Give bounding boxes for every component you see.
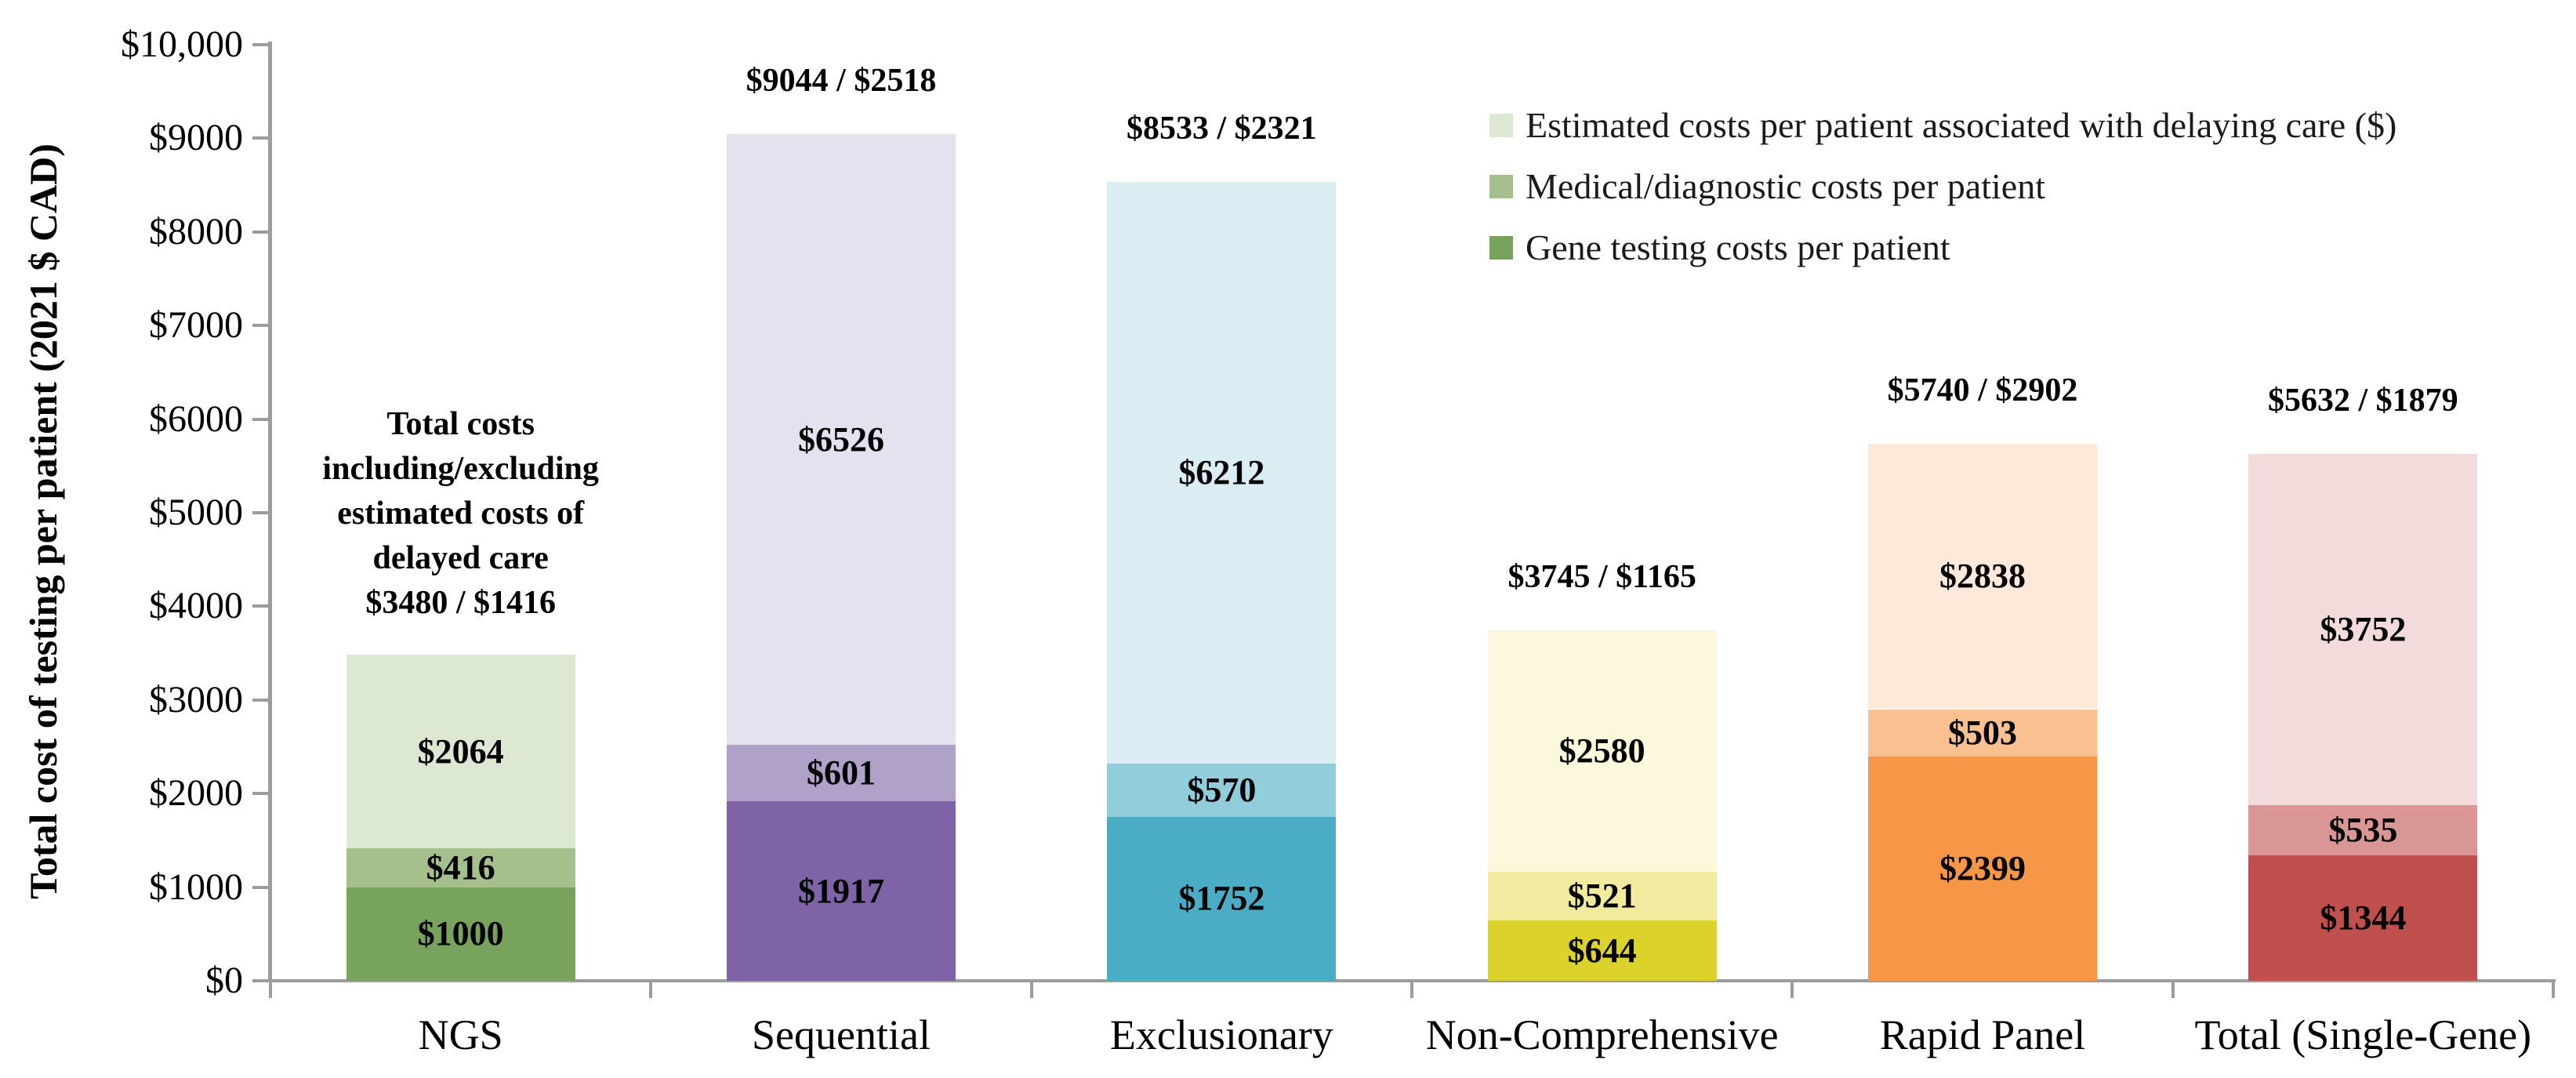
bar-segment [1487,920,1717,981]
x-axis-line [252,979,2556,982]
legend: Estimated costs per patient associated w… [1489,102,2396,285]
y-tick-label: $8000 [149,210,243,252]
bar-segment [2248,453,2478,805]
bar-segment [1868,709,2097,757]
x-axis-tick [1410,981,1413,998]
segment-label: $2064 [417,731,504,771]
segment-label: $503 [1948,713,2017,752]
legend-swatch-medical-diagnostic [1489,175,1513,198]
segment-label: $6212 [1178,452,1265,492]
y-axis-tick [252,885,270,889]
y-tick-label: $4000 [149,585,243,627]
y-tick-label: $3000 [149,678,243,720]
segment-label: $2580 [1558,731,1645,770]
y-tick-label: $1000 [149,866,243,908]
bar-segment [727,745,956,802]
y-axis-tick [252,604,270,608]
x-axis-tick [269,981,272,998]
category-label: Total (Single-Gene) [2194,1011,2532,1058]
y-axis-tick [252,230,270,234]
segment-label: $416 [426,848,495,887]
legend-swatch-delaying-care [1489,114,1513,137]
category-label: Non-Comprehensive [1425,1011,1779,1058]
legend-item: Gene testing costs per patient [1489,224,2396,271]
ngs-annotation-line: delayed care [372,540,549,576]
ngs-annotation-line: including/excluding [322,451,599,487]
legend-item: Estimated costs per patient associated w… [1489,102,2396,149]
y-tick-label: $10,000 [121,24,243,65]
y-axis-line [268,42,272,982]
y-tick-label: $0 [205,960,243,1001]
y-axis-tick [252,417,270,421]
legend-label: Estimated costs per patient associated w… [1526,105,2397,145]
segment-label: $1917 [798,871,884,910]
segment-label: $535 [2328,810,2398,849]
segment-label: $1752 [1178,879,1265,918]
segment-label: $1344 [2320,898,2407,937]
segment-label: $521 [1567,877,1637,915]
legend-item: Medical/diagnostic costs per patient [1489,163,2396,210]
bar-total-label: $5740 / $2902 [1887,372,2078,408]
category-label: Rapid Panel [1879,1011,2086,1058]
bar-segment [1868,443,2097,710]
bar-total-label: $5632 / $1879 [2267,382,2458,419]
bar-total-label: $9044 / $2518 [746,63,937,100]
ngs-annotation: Total costs including/excluding estimated … [210,402,712,626]
segment-label: $6526 [798,419,884,459]
bar-segment [1487,871,1717,921]
bar-segment [1868,756,2097,981]
segment-label: $601 [807,753,876,793]
y-tick-label: $2000 [149,772,243,815]
y-tick-label: $7000 [149,304,243,347]
bar-total-label: $3745 / $1165 [1508,558,1696,595]
segment-label: $3752 [2320,609,2407,648]
y-tick-label: $5000 [149,492,243,533]
bar-segment [727,134,956,746]
x-axis-tick [1029,981,1033,998]
legend-swatch-gene-testing [1489,236,1513,260]
x-axis-tick [1791,981,1794,998]
category-label: Sequential [752,1011,931,1058]
bar-segment [2248,855,2478,981]
ngs-annotation-line: Total costs [386,406,535,442]
y-axis-tick [252,136,270,140]
bar-segment [1107,182,1337,764]
bar-segment [1487,630,1717,872]
ngs-annotation-line: $3480 / $1416 [365,585,556,621]
y-tick-label: $6000 [149,397,243,440]
segment-label: $2399 [1939,848,2026,887]
segment-label: $570 [1187,770,1257,809]
bar-segment [346,655,575,848]
segment-label: $2838 [1939,557,2026,596]
x-axis-tick [2552,981,2555,998]
legend-label: Medical/diagnostic costs per patient [1526,166,2045,206]
x-axis-tick [2171,981,2175,998]
bar-segment [346,848,575,887]
segment-label: $1000 [417,914,504,953]
y-axis-tick [252,698,270,702]
x-axis-tick [649,981,653,998]
ngs-annotation-line: estimated costs of [337,495,585,532]
y-axis-tick [252,324,270,328]
bar-segment [2248,804,2478,855]
bar-segment [727,801,956,981]
bar-total-label: $8533 / $2321 [1126,111,1317,147]
legend-label: Gene testing costs per patient [1526,227,1950,267]
bar-segment [1107,816,1337,981]
y-tick-label: $9000 [149,117,243,159]
y-axis-tick [252,979,270,982]
bar-segment [346,887,575,981]
y-axis-tick [252,43,270,46]
category-label: NGS [418,1011,503,1058]
y-axis-tick [252,511,270,514]
segment-label: $644 [1567,931,1637,970]
bar-segment [1107,763,1337,817]
category-label: Exclusionary [1109,1011,1333,1058]
y-axis-tick [252,792,270,796]
